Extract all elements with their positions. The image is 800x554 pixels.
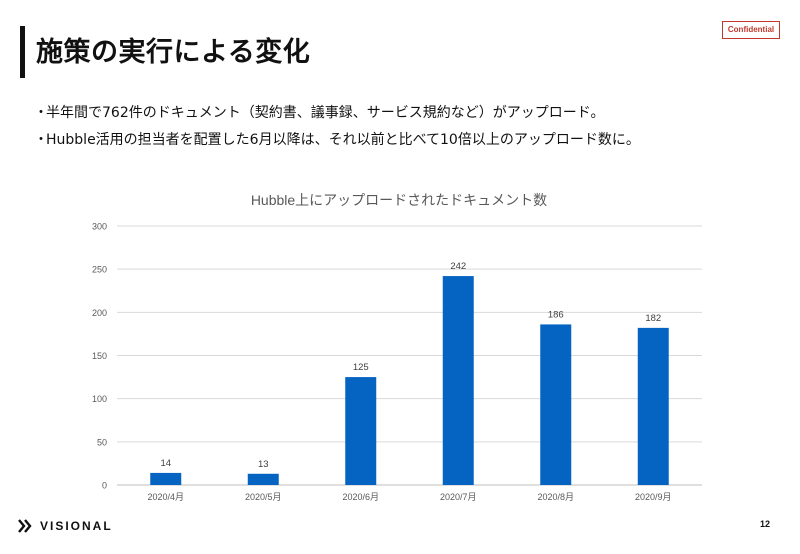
bar — [247, 473, 279, 485]
x-tick-label: 2020/9月 — [635, 492, 672, 502]
chart-title: Hubble上にアップロードされたドキュメント数 — [251, 192, 547, 208]
bar — [345, 377, 377, 485]
data-label: 186 — [548, 309, 564, 320]
x-tick-label: 2020/7月 — [440, 492, 477, 502]
visional-logo: VISIONAL — [18, 518, 113, 534]
chart-gridlines — [117, 225, 702, 486]
confidential-badge: Confidential — [722, 21, 780, 39]
y-tick-label: 200 — [92, 308, 107, 318]
y-axis-ticks: 0 50 100 150 200 250 300 — [92, 222, 107, 491]
x-axis-ticks: 2020/4月 2020/5月 2020/6月 2020/7月 2020/8月 2020/… — [147, 492, 671, 502]
bar — [442, 276, 474, 485]
logo-text: VISIONAL — [40, 519, 113, 533]
slide-title: 施策の実行による変化 — [36, 37, 311, 68]
data-label: 125 — [353, 362, 369, 373]
bar — [540, 324, 572, 485]
bullet-text: Hubble活用の担当者を配置した6月以降は、それ以前と比べて10倍以上のアップ… — [46, 132, 640, 148]
x-tick-label: 2020/6月 — [342, 492, 379, 502]
y-tick-label: 100 — [92, 394, 107, 404]
y-tick-label: 50 — [97, 437, 107, 447]
data-label: 14 — [160, 458, 171, 469]
y-tick-label: 150 — [92, 351, 107, 361]
page-number: 12 — [760, 519, 771, 529]
chevron-logo-icon — [18, 519, 32, 533]
data-label: 242 — [450, 261, 466, 272]
bullet-item: ・Hubble活用の担当者を配置した6月以降は、それ以前と比べて10倍以上のアッ… — [34, 127, 640, 154]
bullet-text: 半年間で762件のドキュメント（契約書、議事録、サービス規約など）がアップロード… — [46, 105, 605, 121]
title-accent-bar — [20, 26, 25, 78]
chart-data-labels: 14 13 125 242 186 182 — [160, 261, 661, 470]
y-tick-label: 250 — [92, 265, 107, 275]
bullet-item: ・半年間で762件のドキュメント（契約書、議事録、サービス規約など）がアップロー… — [34, 100, 640, 127]
bar — [637, 327, 669, 485]
y-tick-label: 300 — [92, 222, 107, 232]
bullet-marker: ・ — [34, 105, 48, 121]
x-tick-label: 2020/4月 — [147, 492, 184, 502]
y-tick-label: 0 — [102, 481, 107, 491]
chart-bars — [150, 276, 669, 485]
x-tick-label: 2020/8月 — [537, 492, 574, 502]
data-label: 13 — [258, 459, 269, 470]
bar — [150, 472, 182, 485]
bullet-marker: ・ — [34, 132, 48, 148]
x-tick-label: 2020/5月 — [245, 492, 282, 502]
data-label: 182 — [645, 313, 661, 324]
bullet-list: ・半年間で762件のドキュメント（契約書、議事録、サービス規約など）がアップロー… — [34, 100, 640, 154]
